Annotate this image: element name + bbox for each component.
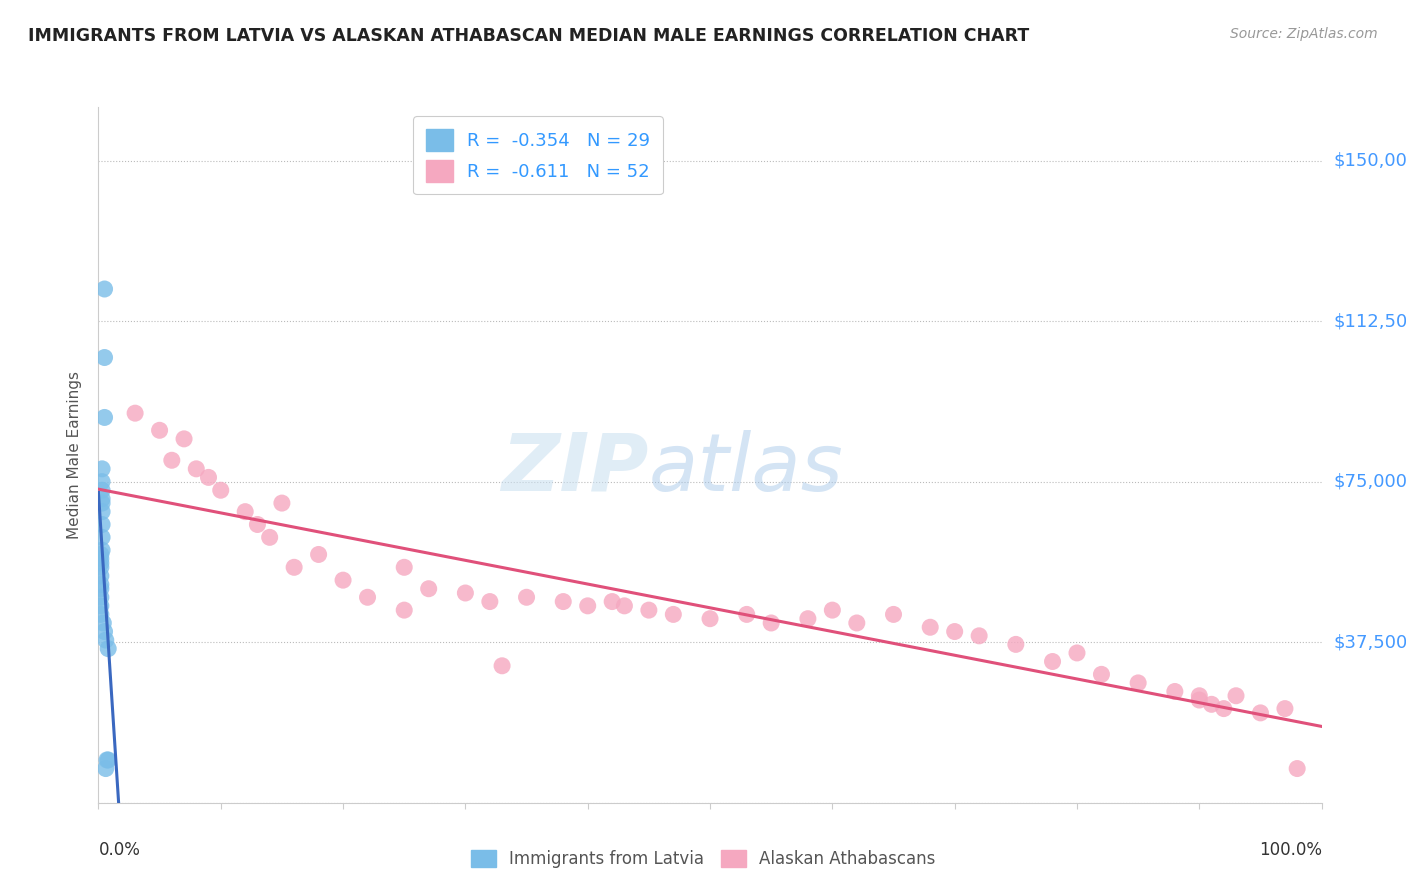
- Point: [967, 629, 990, 643]
- Point: [91, 543, 114, 558]
- Point: [1201, 698, 1223, 712]
- Text: $37,500: $37,500: [1334, 633, 1406, 651]
- Legend: R =  -0.354   N = 29, R =  -0.611   N = 52: R = -0.354 N = 29, R = -0.611 N = 52: [413, 116, 664, 194]
- Point: [883, 607, 905, 622]
- Text: $112,500: $112,500: [1334, 312, 1406, 330]
- Point: [491, 658, 513, 673]
- Point: [173, 432, 195, 446]
- Point: [478, 594, 501, 608]
- Point: [90, 560, 112, 574]
- Point: [1274, 701, 1296, 715]
- Point: [90, 551, 112, 566]
- Point: [91, 530, 114, 544]
- Point: [662, 607, 685, 622]
- Point: [392, 603, 416, 617]
- Point: [797, 612, 820, 626]
- Point: [124, 406, 146, 420]
- Point: [761, 615, 783, 630]
- Point: [821, 603, 844, 617]
- Text: ZIP: ZIP: [502, 430, 648, 508]
- Point: [1090, 667, 1112, 681]
- Point: [90, 569, 112, 583]
- Point: [91, 483, 114, 498]
- Point: [90, 599, 112, 613]
- Point: [1164, 684, 1187, 698]
- Point: [246, 517, 269, 532]
- Point: [845, 615, 868, 630]
- Point: [515, 591, 537, 605]
- Point: [96, 753, 118, 767]
- Point: [90, 591, 112, 605]
- Point: [920, 620, 942, 634]
- Point: [91, 462, 114, 476]
- Point: [91, 615, 114, 630]
- Point: [1066, 646, 1088, 660]
- Point: [600, 594, 623, 608]
- Point: [209, 483, 232, 498]
- Point: [356, 591, 378, 605]
- Point: [160, 453, 183, 467]
- Point: [149, 423, 172, 437]
- Point: [93, 282, 115, 296]
- Point: [91, 491, 114, 506]
- Point: [613, 599, 636, 613]
- Point: [91, 517, 114, 532]
- Point: [576, 599, 599, 613]
- Point: [90, 577, 112, 591]
- Point: [1225, 689, 1247, 703]
- Point: [233, 505, 256, 519]
- Point: [553, 594, 575, 608]
- Point: [90, 556, 112, 570]
- Point: [90, 582, 112, 596]
- Text: IMMIGRANTS FROM LATVIA VS ALASKAN ATHABASCAN MEDIAN MALE EARNINGS CORRELATION CH: IMMIGRANTS FROM LATVIA VS ALASKAN ATHABA…: [28, 27, 1029, 45]
- Text: $75,000: $75,000: [1334, 473, 1406, 491]
- Point: [637, 603, 661, 617]
- Point: [91, 496, 114, 510]
- Point: [1188, 693, 1211, 707]
- Point: [97, 641, 120, 656]
- Text: atlas: atlas: [648, 430, 844, 508]
- Y-axis label: Median Male Earnings: Median Male Earnings: [67, 371, 83, 539]
- Point: [93, 351, 115, 365]
- Point: [943, 624, 966, 639]
- Point: [90, 548, 112, 562]
- Point: [332, 573, 354, 587]
- Point: [197, 470, 219, 484]
- Point: [735, 607, 758, 622]
- Point: [308, 548, 330, 562]
- Point: [93, 624, 115, 639]
- Point: [392, 560, 416, 574]
- Point: [94, 633, 117, 648]
- Point: [91, 505, 114, 519]
- Text: Source: ZipAtlas.com: Source: ZipAtlas.com: [1230, 27, 1378, 41]
- Point: [1042, 655, 1064, 669]
- Point: [259, 530, 281, 544]
- Point: [97, 753, 120, 767]
- Text: $150,000: $150,000: [1334, 152, 1406, 169]
- Point: [283, 560, 305, 574]
- Point: [94, 762, 117, 776]
- Point: [1188, 689, 1211, 703]
- Point: [91, 475, 114, 489]
- Point: [1249, 706, 1271, 720]
- Point: [1004, 637, 1026, 651]
- Point: [454, 586, 477, 600]
- Point: [1128, 676, 1150, 690]
- Point: [90, 607, 112, 622]
- Legend: Immigrants from Latvia, Alaskan Athabascans: Immigrants from Latvia, Alaskan Athabasc…: [464, 843, 942, 875]
- Point: [1212, 701, 1234, 715]
- Point: [699, 612, 721, 626]
- Text: 0.0%: 0.0%: [98, 841, 141, 859]
- Point: [93, 410, 115, 425]
- Point: [418, 582, 440, 596]
- Point: [1286, 762, 1309, 776]
- Point: [270, 496, 294, 510]
- Text: 100.0%: 100.0%: [1258, 841, 1322, 859]
- Point: [186, 462, 208, 476]
